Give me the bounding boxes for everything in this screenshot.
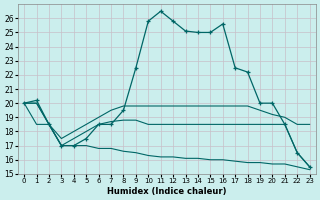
X-axis label: Humidex (Indice chaleur): Humidex (Indice chaleur) bbox=[107, 187, 227, 196]
